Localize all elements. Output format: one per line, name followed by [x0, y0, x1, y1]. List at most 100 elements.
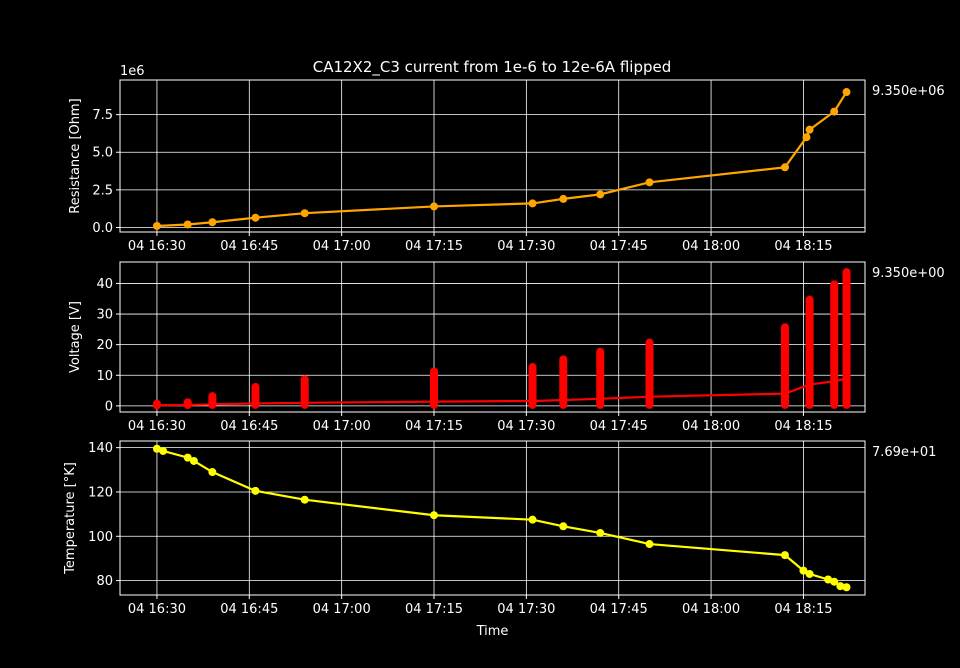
data-point — [559, 522, 568, 531]
y-axis-label: Resistance [Ohm] — [68, 98, 83, 213]
data-point — [830, 577, 839, 586]
data-point — [208, 400, 217, 409]
y-axis-label: Temperature [°K] — [63, 462, 78, 575]
series-line — [156, 91, 848, 228]
data-point — [799, 566, 808, 575]
data-point — [805, 125, 814, 134]
x-tick-label: 04 17:30 — [497, 419, 555, 434]
data-point — [559, 194, 568, 203]
data-point — [251, 399, 260, 408]
x-axis-label: Time — [476, 624, 509, 639]
y-tick-label: 7.5 — [92, 108, 113, 123]
voltage-spike — [528, 363, 537, 409]
data-point — [430, 202, 439, 211]
y-tick-label: 40 — [96, 277, 113, 292]
voltage-spike — [805, 295, 814, 409]
data-point — [645, 392, 654, 401]
y-tick-label: 20 — [96, 338, 113, 353]
data-point — [842, 88, 851, 97]
x-tick-label: 04 17:15 — [405, 239, 463, 254]
data-point — [830, 107, 839, 116]
x-tick-label: 04 18:15 — [774, 419, 832, 434]
data-point — [430, 511, 439, 520]
data-point — [528, 515, 537, 524]
y-tick-label: 5.0 — [92, 146, 113, 161]
data-point — [208, 218, 217, 227]
data-point — [300, 398, 309, 407]
x-tick-label: 04 17:15 — [405, 602, 463, 617]
data-point — [528, 396, 537, 405]
data-point — [830, 377, 839, 386]
panel-2: 04 16:30 04 16:45 04 17:00 04 17:15 04 17:30… — [68, 261, 945, 434]
y-tick-label: 100 — [88, 530, 113, 545]
side-value-readout: 7.69e+01 — [872, 445, 936, 460]
data-point — [780, 389, 789, 398]
data-point — [189, 456, 198, 465]
data-point — [780, 551, 789, 560]
voltage-spike — [559, 355, 568, 409]
data-point — [183, 453, 192, 462]
x-tick-label: 04 17:30 — [497, 239, 555, 254]
data-point — [805, 569, 814, 578]
y-tick-label: 0 — [105, 399, 113, 414]
x-tick-label: 04 17:00 — [313, 419, 371, 434]
x-tick-label: 04 18:00 — [682, 239, 740, 254]
x-tick-label: 04 18:15 — [774, 239, 832, 254]
data-point — [300, 495, 309, 504]
data-point — [152, 401, 161, 410]
voltage-spike — [596, 347, 605, 409]
voltage-spike — [780, 323, 789, 409]
data-point — [251, 213, 260, 222]
x-tick-label: 04 17:45 — [590, 602, 648, 617]
data-point — [183, 400, 192, 409]
data-point — [559, 396, 568, 405]
x-tick-label: 04 18:00 — [682, 419, 740, 434]
y-offset-text: 1e6 — [120, 64, 145, 79]
data-point — [152, 444, 161, 453]
x-tick-label: 04 18:15 — [774, 602, 832, 617]
data-point — [183, 220, 192, 229]
x-tick-label: 04 16:45 — [220, 419, 278, 434]
voltage-spike — [645, 338, 654, 409]
x-tick-label: 04 17:15 — [405, 419, 463, 434]
data-point — [842, 583, 851, 592]
side-value-readout: 9.350e+06 — [872, 84, 945, 99]
data-point — [836, 582, 845, 591]
data-point — [152, 221, 161, 230]
x-tick-label: 04 17:45 — [590, 239, 648, 254]
voltage-spike — [842, 268, 851, 409]
data-point — [528, 199, 537, 208]
data-point — [596, 394, 605, 403]
data-point — [645, 178, 654, 187]
data-point — [596, 528, 605, 537]
x-tick-label: 04 17:00 — [313, 239, 371, 254]
data-point — [780, 163, 789, 172]
y-tick-label: 120 — [88, 485, 113, 500]
x-tick-label: 04 17:00 — [313, 602, 371, 617]
y-tick-label: 140 — [88, 441, 113, 456]
data-point — [802, 133, 811, 142]
voltage-spike — [830, 280, 839, 409]
x-tick-label: 04 17:30 — [497, 602, 555, 617]
x-tick-label: 04 18:00 — [682, 602, 740, 617]
y-tick-label: 0.0 — [92, 221, 113, 236]
y-tick-label: 10 — [96, 369, 113, 384]
data-point — [824, 575, 833, 584]
x-tick-label: 04 16:45 — [220, 239, 278, 254]
axes-frame — [119, 440, 866, 596]
axes-frame — [119, 79, 866, 233]
data-point — [300, 209, 309, 218]
axes-frame — [119, 261, 866, 413]
x-tick-label: 04 16:30 — [128, 602, 186, 617]
x-tick-label: 04 16:30 — [128, 419, 186, 434]
data-point — [805, 380, 814, 389]
side-value-readout: 9.350e+00 — [872, 266, 945, 281]
x-tick-label: 04 16:30 — [128, 239, 186, 254]
y-tick-label: 30 — [96, 308, 113, 323]
data-point — [159, 446, 168, 455]
panel-1: 04 16:30 04 16:45 04 17:00 04 17:15 04 17:30… — [68, 64, 945, 254]
data-point — [208, 468, 217, 477]
y-tick-label: 2.5 — [92, 183, 113, 198]
x-tick-label: 04 17:45 — [590, 419, 648, 434]
